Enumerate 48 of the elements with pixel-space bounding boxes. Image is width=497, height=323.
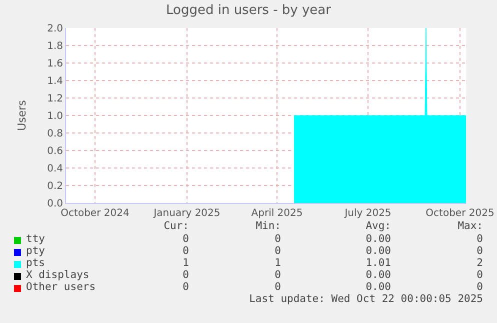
y-tick-label: 0.6 (47, 146, 63, 157)
text: Avg: (366, 220, 391, 232)
text: 1 (182, 257, 189, 269)
y-tick-label: 1.4 (47, 76, 63, 87)
chart-title: Logged in users - by year (166, 2, 332, 18)
text: 0 (182, 245, 189, 257)
text: 0.00 (366, 245, 391, 257)
text: 0 (274, 281, 281, 293)
text: 0.00 (366, 233, 391, 245)
text: 0 (476, 233, 483, 245)
text: Cur: (164, 220, 189, 232)
x-tick-label: April 2025 (251, 208, 303, 219)
legend-label: Other users (26, 281, 96, 293)
legend-label: X displays (26, 269, 90, 281)
y-tick-label: 0.4 (47, 164, 63, 174)
text: 0 (182, 281, 189, 293)
text: 0 (476, 269, 483, 281)
text: 0 (274, 245, 281, 257)
legend-label: pty (26, 245, 45, 257)
text: 0 (274, 233, 281, 245)
text: 0 (476, 281, 483, 293)
text: Min: (256, 220, 281, 232)
text: 0 (476, 245, 483, 257)
y-axis-title: Users (16, 100, 29, 131)
y-tick-label: 0.0 (47, 198, 63, 210)
text: 1 (274, 257, 281, 269)
y-tick-label: 0.8 (47, 128, 63, 140)
legend-label: pts (26, 257, 45, 269)
y-tick-label: 1.2 (47, 94, 63, 104)
y-tick-label: 2.0 (47, 24, 63, 34)
text: 0 (182, 233, 189, 245)
text: 0 (274, 269, 281, 281)
x-tick-label: January 2025 (152, 208, 220, 219)
y-tick-label: 1.6 (47, 58, 63, 70)
text: 0 (182, 269, 189, 281)
text: 1.01 (366, 257, 391, 269)
text: 2 (476, 257, 483, 269)
y-tick-label: 1.0 (47, 111, 63, 122)
x-tick-label: July 2025 (344, 208, 392, 219)
text: 0.00 (366, 281, 391, 293)
x-tick-label: October 2024 (60, 208, 130, 219)
text: Last update: Wed Oct 22 00:00:05 2025 (249, 293, 483, 305)
y-tick-label: 1.8 (47, 41, 63, 52)
y-tick-label: 0.2 (47, 181, 63, 192)
legend-label: tty (26, 233, 45, 245)
text: 0.00 (366, 269, 391, 281)
x-tick-label: October 2025 (426, 208, 494, 219)
text: Max: (458, 220, 483, 232)
